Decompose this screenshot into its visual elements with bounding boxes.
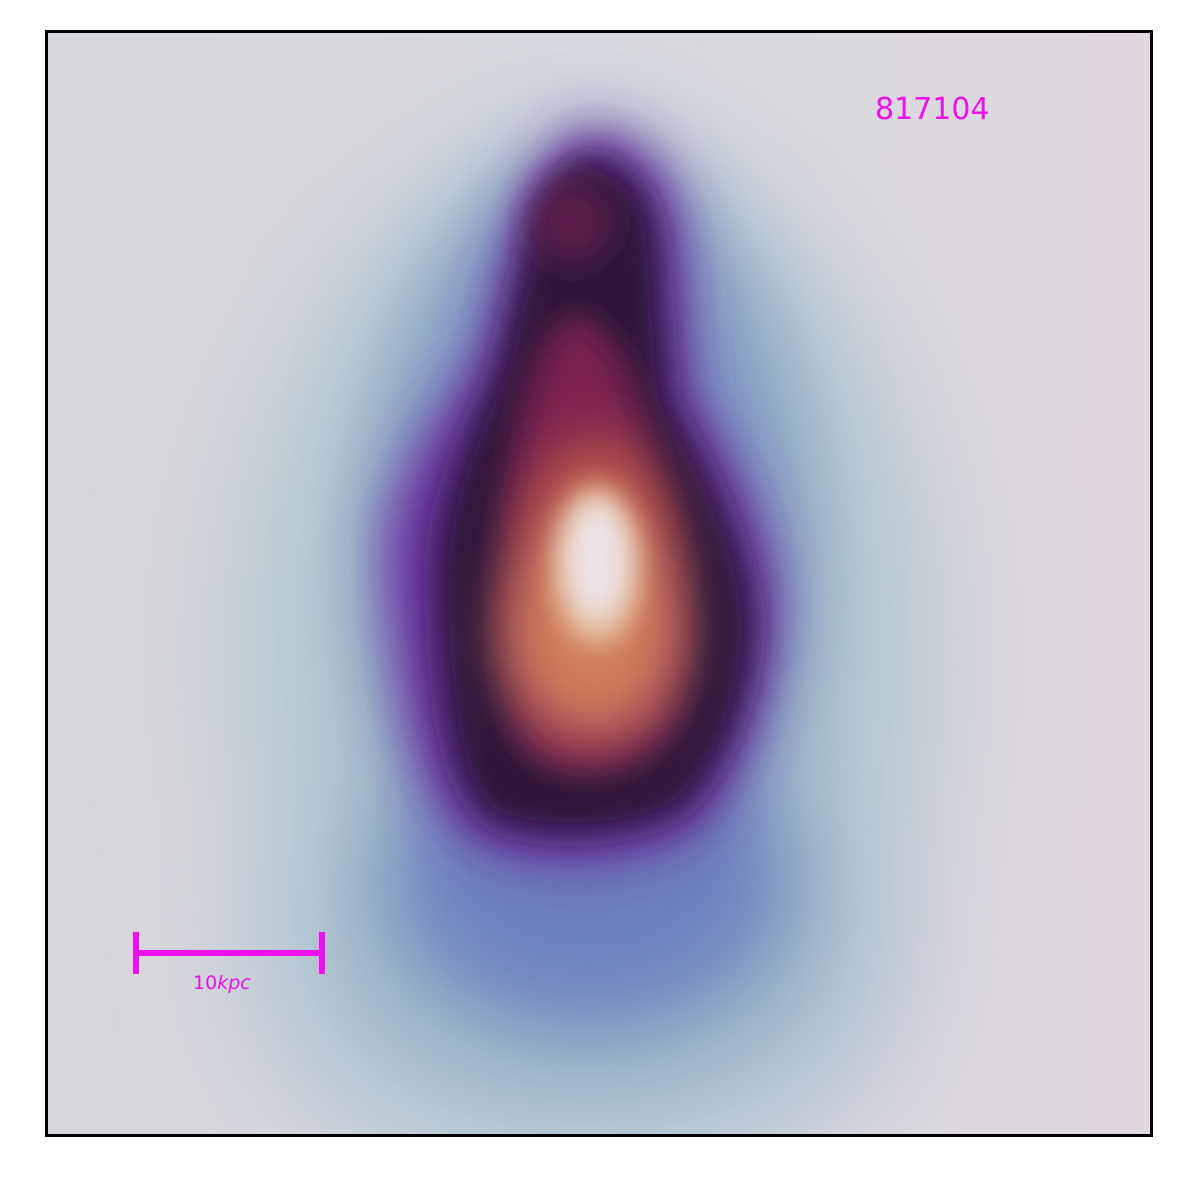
scale-bar-unit: kpc: [217, 972, 251, 994]
scale-bar-label: 10kpc: [193, 972, 251, 994]
scale-bar: [133, 932, 325, 974]
object-id-label: 817104: [875, 92, 990, 127]
scale-bar-value: 10: [193, 972, 218, 994]
bright-core: [552, 485, 642, 645]
